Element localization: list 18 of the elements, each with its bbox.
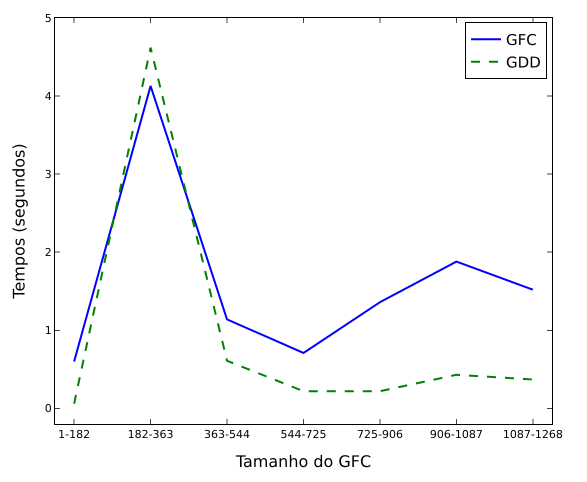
- x-tick-label: 725-906: [356, 428, 403, 442]
- x-tick-label: 182-363: [128, 428, 174, 442]
- x-tick-label: 1087-1268: [502, 428, 563, 442]
- legend-label: GFC: [506, 31, 537, 50]
- x-axis-title: Tamanho do GFC: [234, 452, 372, 471]
- x-tick-label: 1-182: [58, 428, 90, 442]
- y-tick-label: 4: [44, 90, 52, 103]
- legend-label: GDD: [506, 54, 541, 72]
- y-tick-label: 5: [44, 12, 52, 25]
- x-tick-label: 906-1087: [430, 428, 483, 442]
- x-tick-label: 544-725: [280, 428, 326, 442]
- x-tick-label: 363-544: [204, 428, 250, 442]
- y-tick-label: 1: [44, 324, 52, 338]
- y-axis-title: Tempos (segundos): [10, 143, 29, 300]
- y-tick-label: 3: [44, 168, 52, 181]
- line-series: [73, 84, 534, 363]
- y-tick-label: 2: [44, 246, 52, 260]
- y-tick-label: 0: [44, 402, 52, 416]
